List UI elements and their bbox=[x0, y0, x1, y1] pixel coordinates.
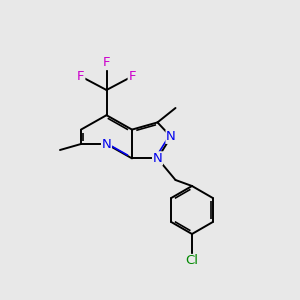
Text: F: F bbox=[77, 70, 85, 83]
Text: F: F bbox=[103, 56, 110, 70]
Text: N: N bbox=[153, 152, 162, 165]
Text: N: N bbox=[166, 130, 176, 143]
Text: F: F bbox=[128, 70, 136, 83]
Text: N: N bbox=[102, 137, 111, 151]
Text: Cl: Cl bbox=[185, 254, 199, 268]
